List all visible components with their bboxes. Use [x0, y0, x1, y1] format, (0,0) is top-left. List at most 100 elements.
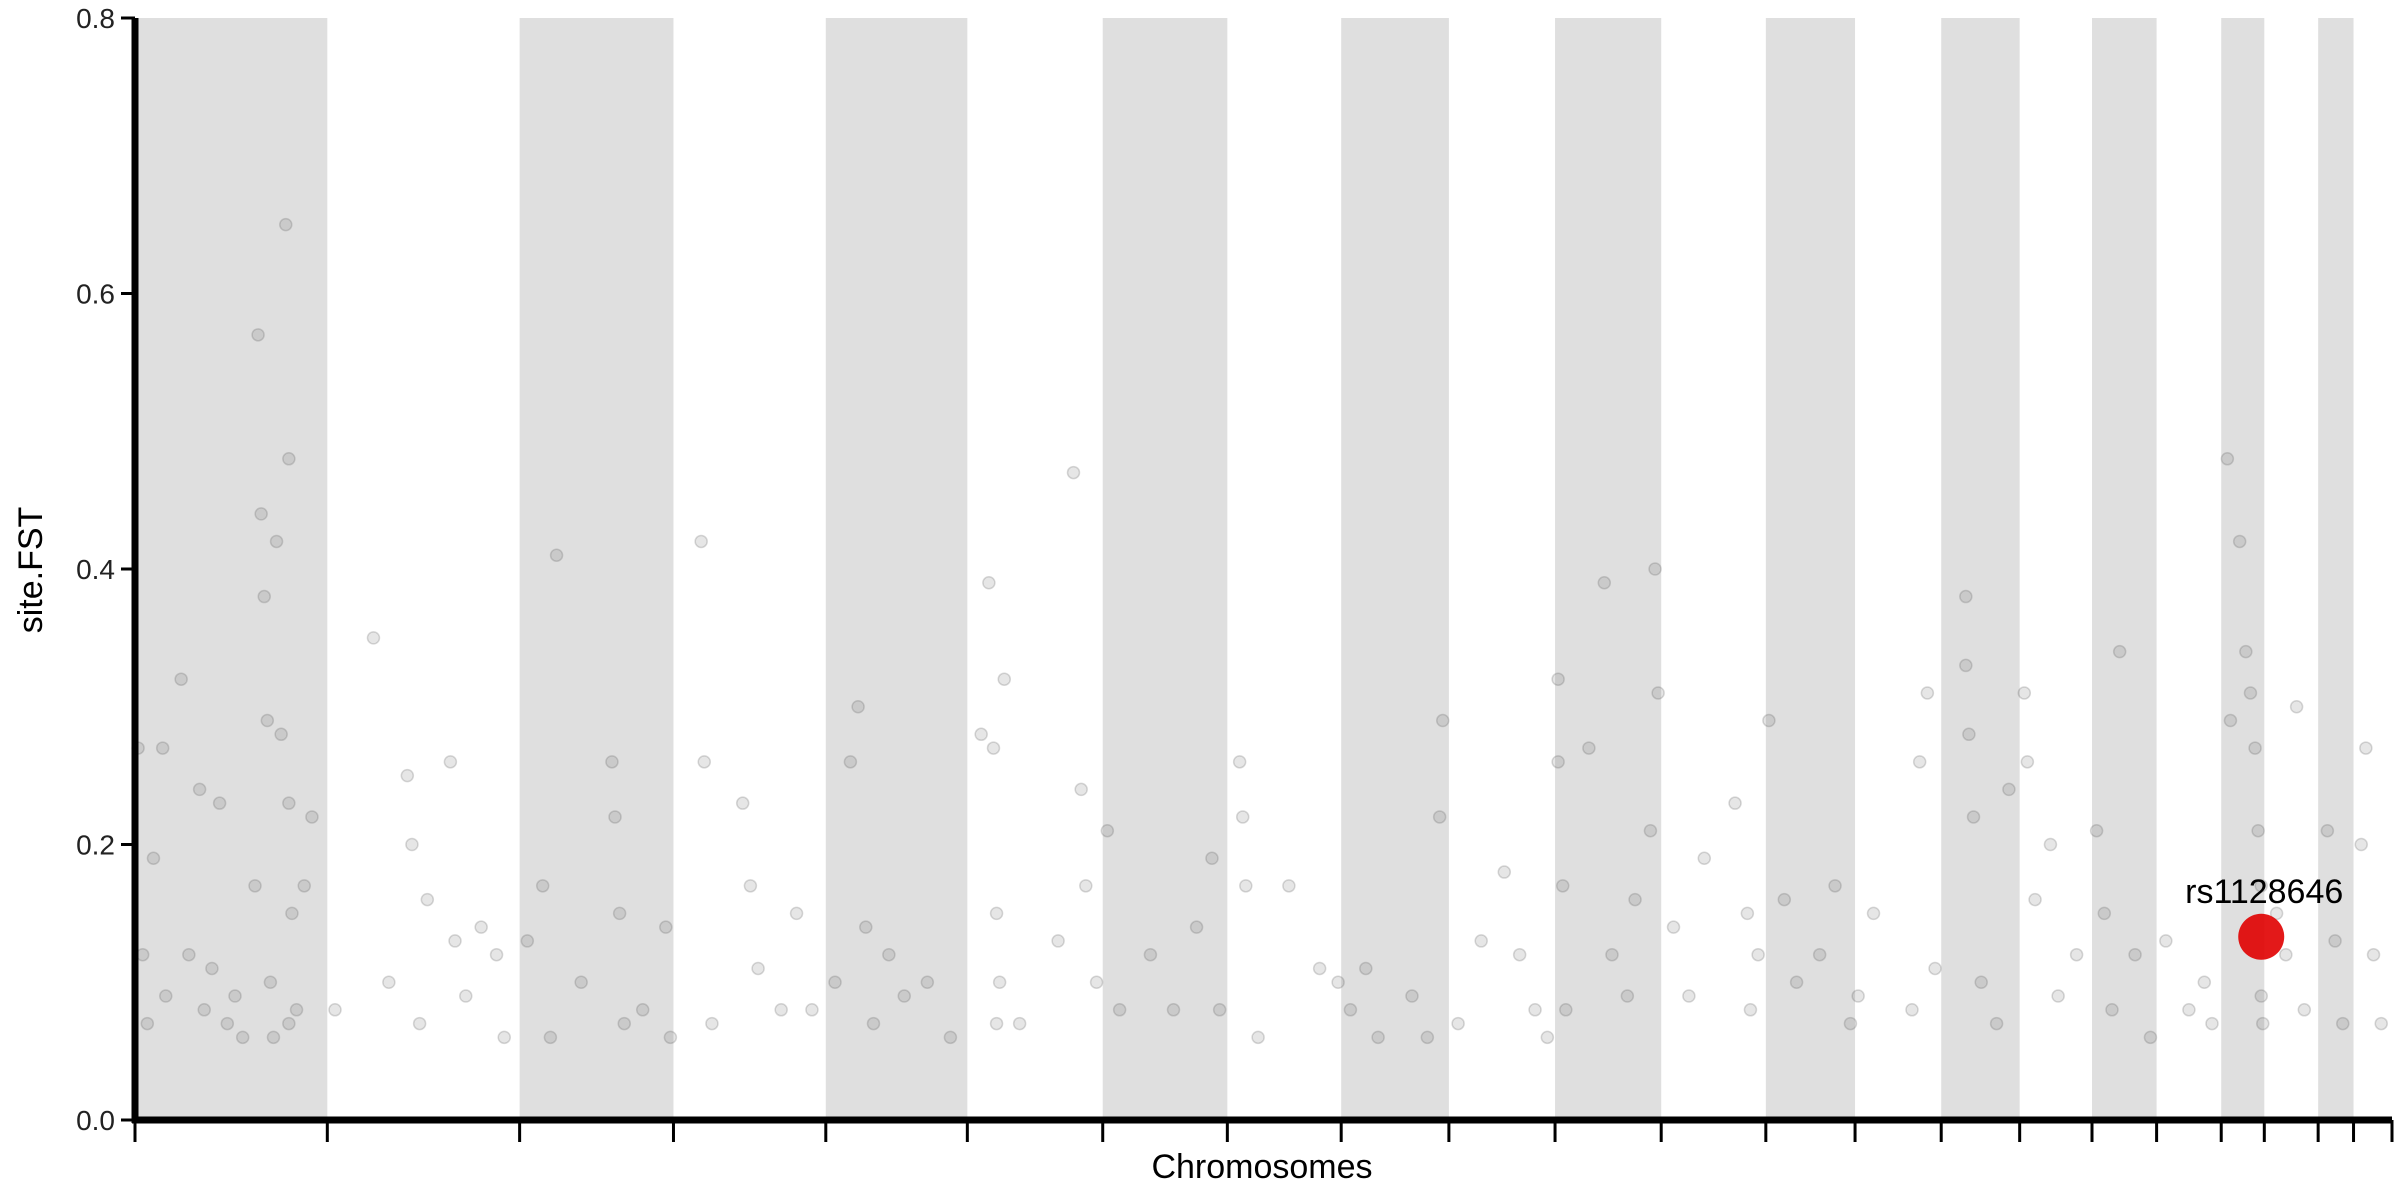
snp-point — [612, 906, 627, 921]
chromosome-band — [519, 18, 674, 1120]
snp-point — [697, 755, 712, 769]
snp-point — [282, 452, 296, 466]
snp-point — [174, 672, 188, 686]
snp-point — [2328, 934, 2342, 948]
snp-point — [549, 548, 564, 562]
snp-point — [520, 934, 535, 948]
chromosome-band — [135, 18, 328, 1120]
snp-point — [251, 328, 265, 342]
snp-point — [1959, 589, 1973, 604]
snp-point — [2239, 644, 2253, 659]
snp-point — [1740, 906, 1755, 921]
snp-point — [2366, 947, 2381, 962]
snp-point — [897, 989, 912, 1003]
snp-point — [1559, 1003, 1573, 1017]
snp-point — [205, 961, 219, 976]
snp-point — [866, 1016, 881, 1031]
snp-point — [228, 989, 242, 1003]
snp-point — [263, 975, 278, 989]
snp-point — [155, 741, 170, 755]
snp-point — [1232, 755, 1247, 769]
snp-point — [248, 879, 262, 893]
snp-point — [751, 961, 765, 976]
snp-point — [1359, 961, 1373, 976]
snp-point — [659, 920, 673, 934]
snp-point — [608, 810, 622, 824]
x-axis-title: Chromosomes — [1151, 1148, 1372, 1186]
snp-point — [282, 796, 296, 810]
snp-point — [282, 1016, 296, 1031]
snp-point — [279, 217, 293, 232]
snp-point — [2254, 989, 2268, 1003]
snp-point — [489, 947, 504, 962]
snp-point — [1777, 892, 1792, 907]
snp-point — [146, 851, 161, 866]
snp-point — [420, 892, 435, 907]
snp-point — [1751, 947, 1765, 962]
snp-point — [2197, 975, 2212, 989]
snp-point — [328, 1003, 342, 1017]
snp-point — [789, 906, 804, 921]
snp-point — [1551, 672, 1565, 686]
snp-point — [257, 589, 271, 604]
snp-point — [274, 727, 288, 742]
snp-point — [1789, 975, 1804, 989]
snp-point — [2297, 1003, 2312, 1017]
chromosome-band — [1941, 18, 2020, 1120]
snp-point — [1828, 879, 1842, 893]
chromosome-band — [1555, 18, 1662, 1120]
snp-point — [2232, 534, 2247, 549]
snp-point — [2159, 934, 2173, 948]
snp-point — [2359, 741, 2373, 755]
snp-point — [1497, 865, 1512, 879]
snp-point — [843, 755, 858, 769]
snp-point — [1959, 658, 1973, 673]
snp-point — [1843, 1016, 1858, 1031]
snp-point — [1212, 1003, 1227, 1017]
snp-point — [297, 879, 311, 893]
snp-point — [2205, 1016, 2219, 1031]
snp-point — [851, 700, 865, 714]
snp-point — [2374, 1016, 2388, 1031]
snp-point — [1555, 879, 1570, 893]
snp-point — [1112, 1003, 1127, 1017]
snp-point — [1540, 1030, 1555, 1045]
snp-point — [1851, 989, 1865, 1003]
snp-point — [159, 989, 173, 1003]
snp-point — [269, 534, 284, 549]
snp-point — [982, 576, 996, 590]
snp-point — [1282, 879, 1296, 893]
snp-point — [1620, 989, 1635, 1003]
snp-point — [1166, 1003, 1181, 1017]
snp-point — [1974, 975, 1988, 989]
highlight-point — [2238, 913, 2285, 960]
snp-point — [1912, 755, 1927, 769]
snp-point — [743, 879, 758, 893]
snp-point — [400, 768, 415, 783]
snp-point — [1551, 755, 1565, 769]
snp-point — [235, 1030, 250, 1045]
snp-point — [1343, 1003, 1358, 1017]
snp-point — [859, 920, 873, 934]
snp-point — [2105, 1003, 2119, 1017]
snp-point — [2223, 713, 2238, 728]
snp-point — [1066, 465, 1081, 480]
snp-point — [2251, 823, 2265, 838]
snp-point — [2289, 700, 2304, 714]
snp-point — [1235, 810, 1250, 824]
snp-point — [1312, 961, 1327, 976]
snp-point — [2182, 1003, 2196, 1017]
snp-point — [1628, 892, 1642, 907]
snp-point — [2248, 741, 2262, 755]
snp-point — [2354, 837, 2368, 852]
highlight-label: rs1128646 — [2185, 873, 2343, 911]
snp-point — [254, 507, 268, 521]
snp-point — [943, 1030, 958, 1045]
snp-point — [1528, 1003, 1542, 1017]
snp-point — [2069, 947, 2084, 962]
snp-point — [192, 782, 207, 797]
snp-point — [2051, 989, 2065, 1003]
snp-point — [405, 837, 419, 852]
snp-point — [412, 1016, 427, 1031]
snp-point — [1205, 851, 1219, 866]
